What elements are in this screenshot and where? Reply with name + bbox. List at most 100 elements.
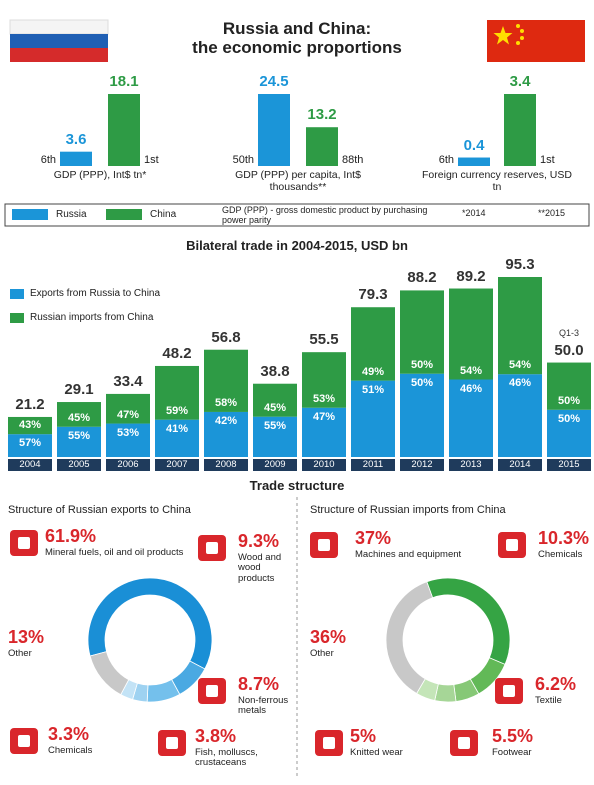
chart-subtitle: Foreign currency reserves, USD tn xyxy=(422,169,572,193)
value-label: 36% xyxy=(310,627,347,647)
value-label: 3.4 xyxy=(509,73,531,90)
x-tick-label: 2011 xyxy=(362,459,384,470)
x-tick-bg xyxy=(253,459,297,471)
x-tick-bg xyxy=(155,459,199,471)
bar-segment xyxy=(400,373,444,457)
rank-label: 6th xyxy=(40,154,56,166)
x-tick-bg xyxy=(351,459,395,471)
value-label: 5% xyxy=(350,726,377,746)
bar xyxy=(108,94,140,166)
value-label: 47% xyxy=(312,410,336,423)
category-label: Chemicals xyxy=(48,745,93,756)
icon-glyph xyxy=(18,735,30,747)
value-label: 8.7% xyxy=(238,674,280,694)
value-label: 50% xyxy=(557,394,581,407)
value-label: 6.2% xyxy=(535,674,577,694)
chart-subtitle: GDP (PPP) per capita, Int$ thousands** xyxy=(235,169,361,193)
value-label: 57% xyxy=(18,437,42,450)
value-label: 3.8% xyxy=(195,726,237,746)
value-label: 50% xyxy=(410,358,434,371)
value-label: 51% xyxy=(361,383,385,396)
value-label: 13% xyxy=(8,627,45,647)
legend-swatch xyxy=(10,313,24,323)
value-label: 61.9% xyxy=(45,526,97,546)
x-tick-bg xyxy=(8,459,52,471)
bar xyxy=(306,127,338,166)
rank-label: 1st xyxy=(540,154,555,166)
legend-box xyxy=(4,203,590,227)
russia-flag xyxy=(9,19,109,62)
total-label: 29.1 xyxy=(64,381,94,399)
icon-glyph xyxy=(506,539,518,551)
section-title: Trade structure xyxy=(249,478,345,493)
value-label: 55% xyxy=(263,419,287,432)
chart-title: Structure of Russian imports from China xyxy=(310,504,506,516)
bar xyxy=(504,94,536,166)
chart-title: Structure of Russian exports to China xyxy=(8,504,191,516)
x-tick-label: 2012 xyxy=(411,459,433,470)
value-label: 9.3% xyxy=(238,531,280,551)
donut-segment xyxy=(89,651,130,696)
total-label: 88.2 xyxy=(407,269,437,287)
category-label: Other xyxy=(8,648,32,659)
bar-segment xyxy=(351,380,395,457)
rank-label: 50th xyxy=(232,154,254,166)
title: Russia and China: xyxy=(222,19,372,38)
icon-glyph xyxy=(503,685,515,697)
bar-segment xyxy=(8,416,52,435)
value-label: 41% xyxy=(165,422,189,435)
bar-segment xyxy=(498,277,542,375)
value-label: 58% xyxy=(214,396,238,409)
bar-segment xyxy=(106,393,150,424)
bar-segment xyxy=(302,352,346,408)
total-label: 79.3 xyxy=(358,286,388,304)
total-label: 56.8 xyxy=(211,328,241,346)
value-label: 0.4 xyxy=(463,136,485,154)
value-label: 13.2 xyxy=(307,106,337,124)
chart-subtitle: GDP (PPP), Int$ tn* xyxy=(53,169,147,181)
bar-segment xyxy=(155,365,199,420)
value-label: 43% xyxy=(18,419,42,432)
value-label: 18.1 xyxy=(109,73,139,90)
title: the economic proportions xyxy=(192,38,402,57)
legend-label: China xyxy=(150,209,177,220)
value-label: 47% xyxy=(116,408,140,421)
footnote: **2015 xyxy=(538,208,566,218)
value-label: 46% xyxy=(508,377,532,390)
icon-glyph xyxy=(318,539,330,551)
category-label: Textile xyxy=(535,695,562,706)
bar-segment xyxy=(57,426,101,457)
value-label: 3.3% xyxy=(48,724,90,744)
value-label: 59% xyxy=(165,404,189,417)
legend-label: Russia xyxy=(56,209,87,220)
bar-segment xyxy=(449,379,493,457)
x-tick-label: 2015 xyxy=(558,459,580,470)
bar-segment xyxy=(498,374,542,457)
china-flag xyxy=(487,20,585,62)
value-label: 53% xyxy=(116,426,140,439)
rank-label: 88th xyxy=(342,154,364,166)
value-label: 45% xyxy=(67,411,91,424)
category-label: Footwear xyxy=(492,747,532,758)
category-label: Knitted wear xyxy=(350,747,403,758)
x-tick-bg xyxy=(400,459,444,471)
chart-title: Bilateral trade in 2004-2015, USD bn xyxy=(186,238,408,253)
value-label: 50% xyxy=(410,376,434,389)
donut-segment xyxy=(87,577,213,670)
donut-segment xyxy=(385,581,434,695)
annotation: Q1-3 xyxy=(558,327,579,338)
bar-segment xyxy=(449,288,493,380)
total-label: 89.2 xyxy=(456,267,486,285)
footnote: *2014 xyxy=(462,208,486,218)
bar-segment xyxy=(400,290,444,374)
x-tick-bg xyxy=(204,459,248,471)
icon-glyph xyxy=(18,537,30,549)
category-label: Wood and wood products xyxy=(238,552,282,584)
value-label: 54% xyxy=(459,364,483,377)
x-tick-label: 2009 xyxy=(264,459,286,470)
icon-glyph xyxy=(206,685,218,697)
category-label: Non-ferrous metals xyxy=(238,695,289,717)
total-label: 95.3 xyxy=(505,256,535,273)
